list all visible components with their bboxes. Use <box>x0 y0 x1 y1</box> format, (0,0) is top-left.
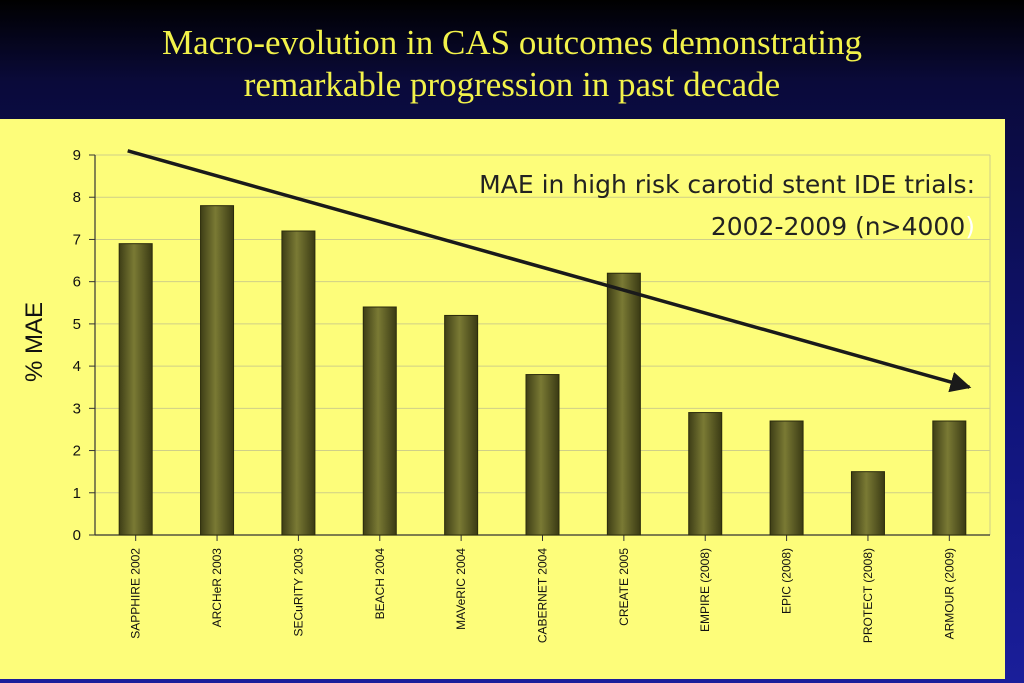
x-tick-label: PROTECT (2008) <box>861 548 875 643</box>
x-tick-label: ARCHeR 2003 <box>210 548 224 628</box>
x-tick-label: ARMOUR (2009) <box>942 548 956 639</box>
y-tick-label: 4 <box>73 358 81 375</box>
annotation-line-2: 2002-2009 (n>4000) <box>711 212 975 241</box>
y-tick-label: 6 <box>73 274 81 291</box>
annotation-line-2-text: 2002-2009 (n>4000 <box>711 212 965 241</box>
bar <box>362 306 397 536</box>
y-tick-label: 5 <box>73 316 81 333</box>
x-tick-label: BEACH 2004 <box>373 548 387 620</box>
bar <box>688 412 723 536</box>
bar <box>200 205 235 536</box>
x-tick-label: SAPPHIRE 2002 <box>129 548 143 639</box>
annotation-line-2-paren: ) <box>965 212 975 241</box>
x-tick-label: MAVeRIC 2004 <box>454 548 468 630</box>
slide-title-line-1: Macro-evolution in CAS outcomes demonstr… <box>162 23 862 62</box>
bar <box>444 314 479 536</box>
x-tick-label: CREATE 2005 <box>617 548 631 626</box>
x-tick-label: EPIC (2008) <box>780 548 794 614</box>
y-tick-labels: 0 1 2 3 4 5 6 7 8 9 <box>73 147 81 544</box>
slide-title: Macro-evolution in CAS outcomes demonstr… <box>0 22 1024 106</box>
bars <box>118 205 967 536</box>
grid-lines <box>95 154 991 535</box>
bar <box>850 471 885 536</box>
trend-arrow <box>127 149 972 393</box>
y-tick-label: 2 <box>73 443 81 460</box>
y-tick-label: 3 <box>73 400 81 417</box>
annotation-line-1: MAE in high risk carotid stent IDE trial… <box>479 170 975 199</box>
annotation: MAE in high risk carotid stent IDE trial… <box>479 170 975 241</box>
slide-title-line-2: remarkable progression in past decade <box>243 65 781 104</box>
y-axis-label: % MAE <box>21 302 48 382</box>
y-tick-label: 8 <box>73 189 81 206</box>
bar <box>769 420 804 536</box>
bar <box>118 243 153 536</box>
bar <box>606 272 641 536</box>
y-tick-label: 7 <box>73 231 81 248</box>
x-tick-labels: SAPPHIRE 2002 ARCHeR 2003 SECuRITY 2003 BEA… <box>129 548 957 643</box>
x-tick-label: EMPIRE (2008) <box>698 548 712 632</box>
y-tick-label: 1 <box>73 485 81 502</box>
x-tick-label: SECuRITY 2003 <box>291 548 305 637</box>
y-tick-label: 9 <box>73 147 81 164</box>
bar <box>281 230 316 536</box>
bar <box>932 420 967 536</box>
x-tick-label: CABERNET 2004 <box>536 548 550 643</box>
chart-panel <box>0 119 1005 679</box>
bar <box>525 374 560 536</box>
y-tick-label: 0 <box>73 527 81 544</box>
